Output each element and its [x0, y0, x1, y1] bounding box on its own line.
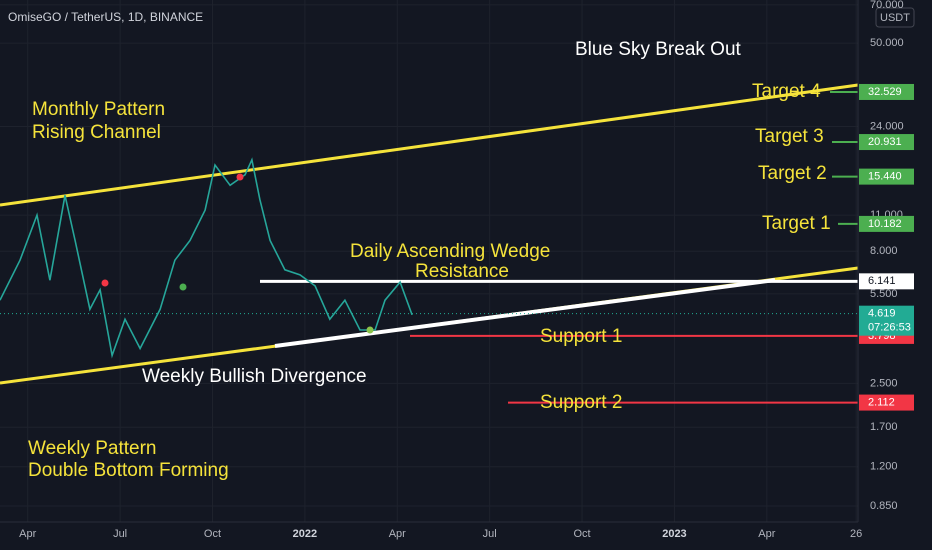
x-tick-label: 26	[850, 528, 862, 540]
price-label: 10.182	[868, 218, 902, 230]
x-tick-label: Apr	[389, 528, 406, 540]
y-tick-label: 1.200	[870, 461, 898, 473]
y-tick-label: 8.000	[870, 245, 898, 257]
y-tick-label: 2.500	[870, 377, 898, 389]
price-label-box	[859, 168, 914, 185]
current-price-box	[859, 305, 914, 336]
axes: 70.00050.00024.00011.0008.0005.5002.5001…	[19, 0, 914, 540]
x-tick-label: Apr	[758, 528, 775, 540]
signal-dot	[179, 283, 187, 291]
x-tick-label: Jul	[483, 528, 497, 540]
y-tick-label: 5.500	[870, 288, 898, 300]
signal-dot	[101, 279, 109, 287]
x-tick-label: Jul	[113, 528, 127, 540]
level-name: Target 1	[762, 213, 831, 234]
price-label-box	[859, 394, 914, 411]
price-label-box	[859, 83, 914, 100]
level-name: Target 2	[758, 163, 827, 184]
y-tick-label: 50.000	[870, 37, 904, 49]
annotation: Rising Channel	[32, 122, 161, 143]
grid	[0, 0, 858, 522]
channel-upper	[0, 83, 859, 207]
annotation: Weekly Pattern	[28, 438, 156, 459]
annotation: Monthly Pattern	[32, 99, 165, 120]
price-label-box	[859, 273, 914, 290]
signal-dot	[366, 326, 374, 334]
signal-dot	[236, 173, 244, 181]
x-tick-label: 2022	[293, 528, 317, 540]
currency: USDT	[880, 12, 910, 24]
price-line	[0, 157, 413, 359]
series	[0, 157, 858, 359]
level-name: Target 3	[755, 126, 824, 147]
y-tick-label: 1.700	[870, 421, 898, 433]
level-name: Support 1	[540, 326, 622, 347]
x-tick-label: Apr	[19, 528, 36, 540]
x-tick-label: Oct	[573, 528, 590, 540]
levels	[260, 90, 858, 404]
price-label: 15.440	[868, 171, 902, 183]
y-tick-label: 0.850	[870, 500, 898, 512]
x-tick-label: Oct	[204, 528, 221, 540]
price-label: 2.112	[868, 396, 895, 408]
level-name: Support 2	[540, 392, 622, 413]
countdown: 07:26:53	[868, 322, 911, 334]
price-label-box	[859, 215, 914, 232]
price-label: 20.931	[868, 136, 902, 148]
current-price: 4.619	[868, 308, 896, 320]
y-tick-label: 24.000	[870, 120, 904, 132]
level-name: Target 4	[752, 81, 821, 102]
x-tick-label: 2023	[662, 528, 686, 540]
price-label-box	[859, 134, 914, 151]
annotation: Daily Ascending Wedge	[350, 241, 550, 262]
chart-title: OmiseGO / TetherUS, 1D, BINANCE	[8, 10, 203, 24]
y-tick-label: 70.000	[870, 0, 904, 11]
price-label: 6.141	[868, 275, 896, 287]
annotation: Blue Sky Break Out	[575, 39, 742, 60]
annotation: Double Bottom Forming	[28, 460, 229, 481]
price-label: 32.529	[868, 86, 902, 98]
annotation: Weekly Bullish Divergence	[142, 366, 367, 387]
currency-box[interactable]	[875, 7, 915, 28]
annotation: Resistance	[415, 261, 509, 282]
wedge-support	[274, 278, 776, 348]
